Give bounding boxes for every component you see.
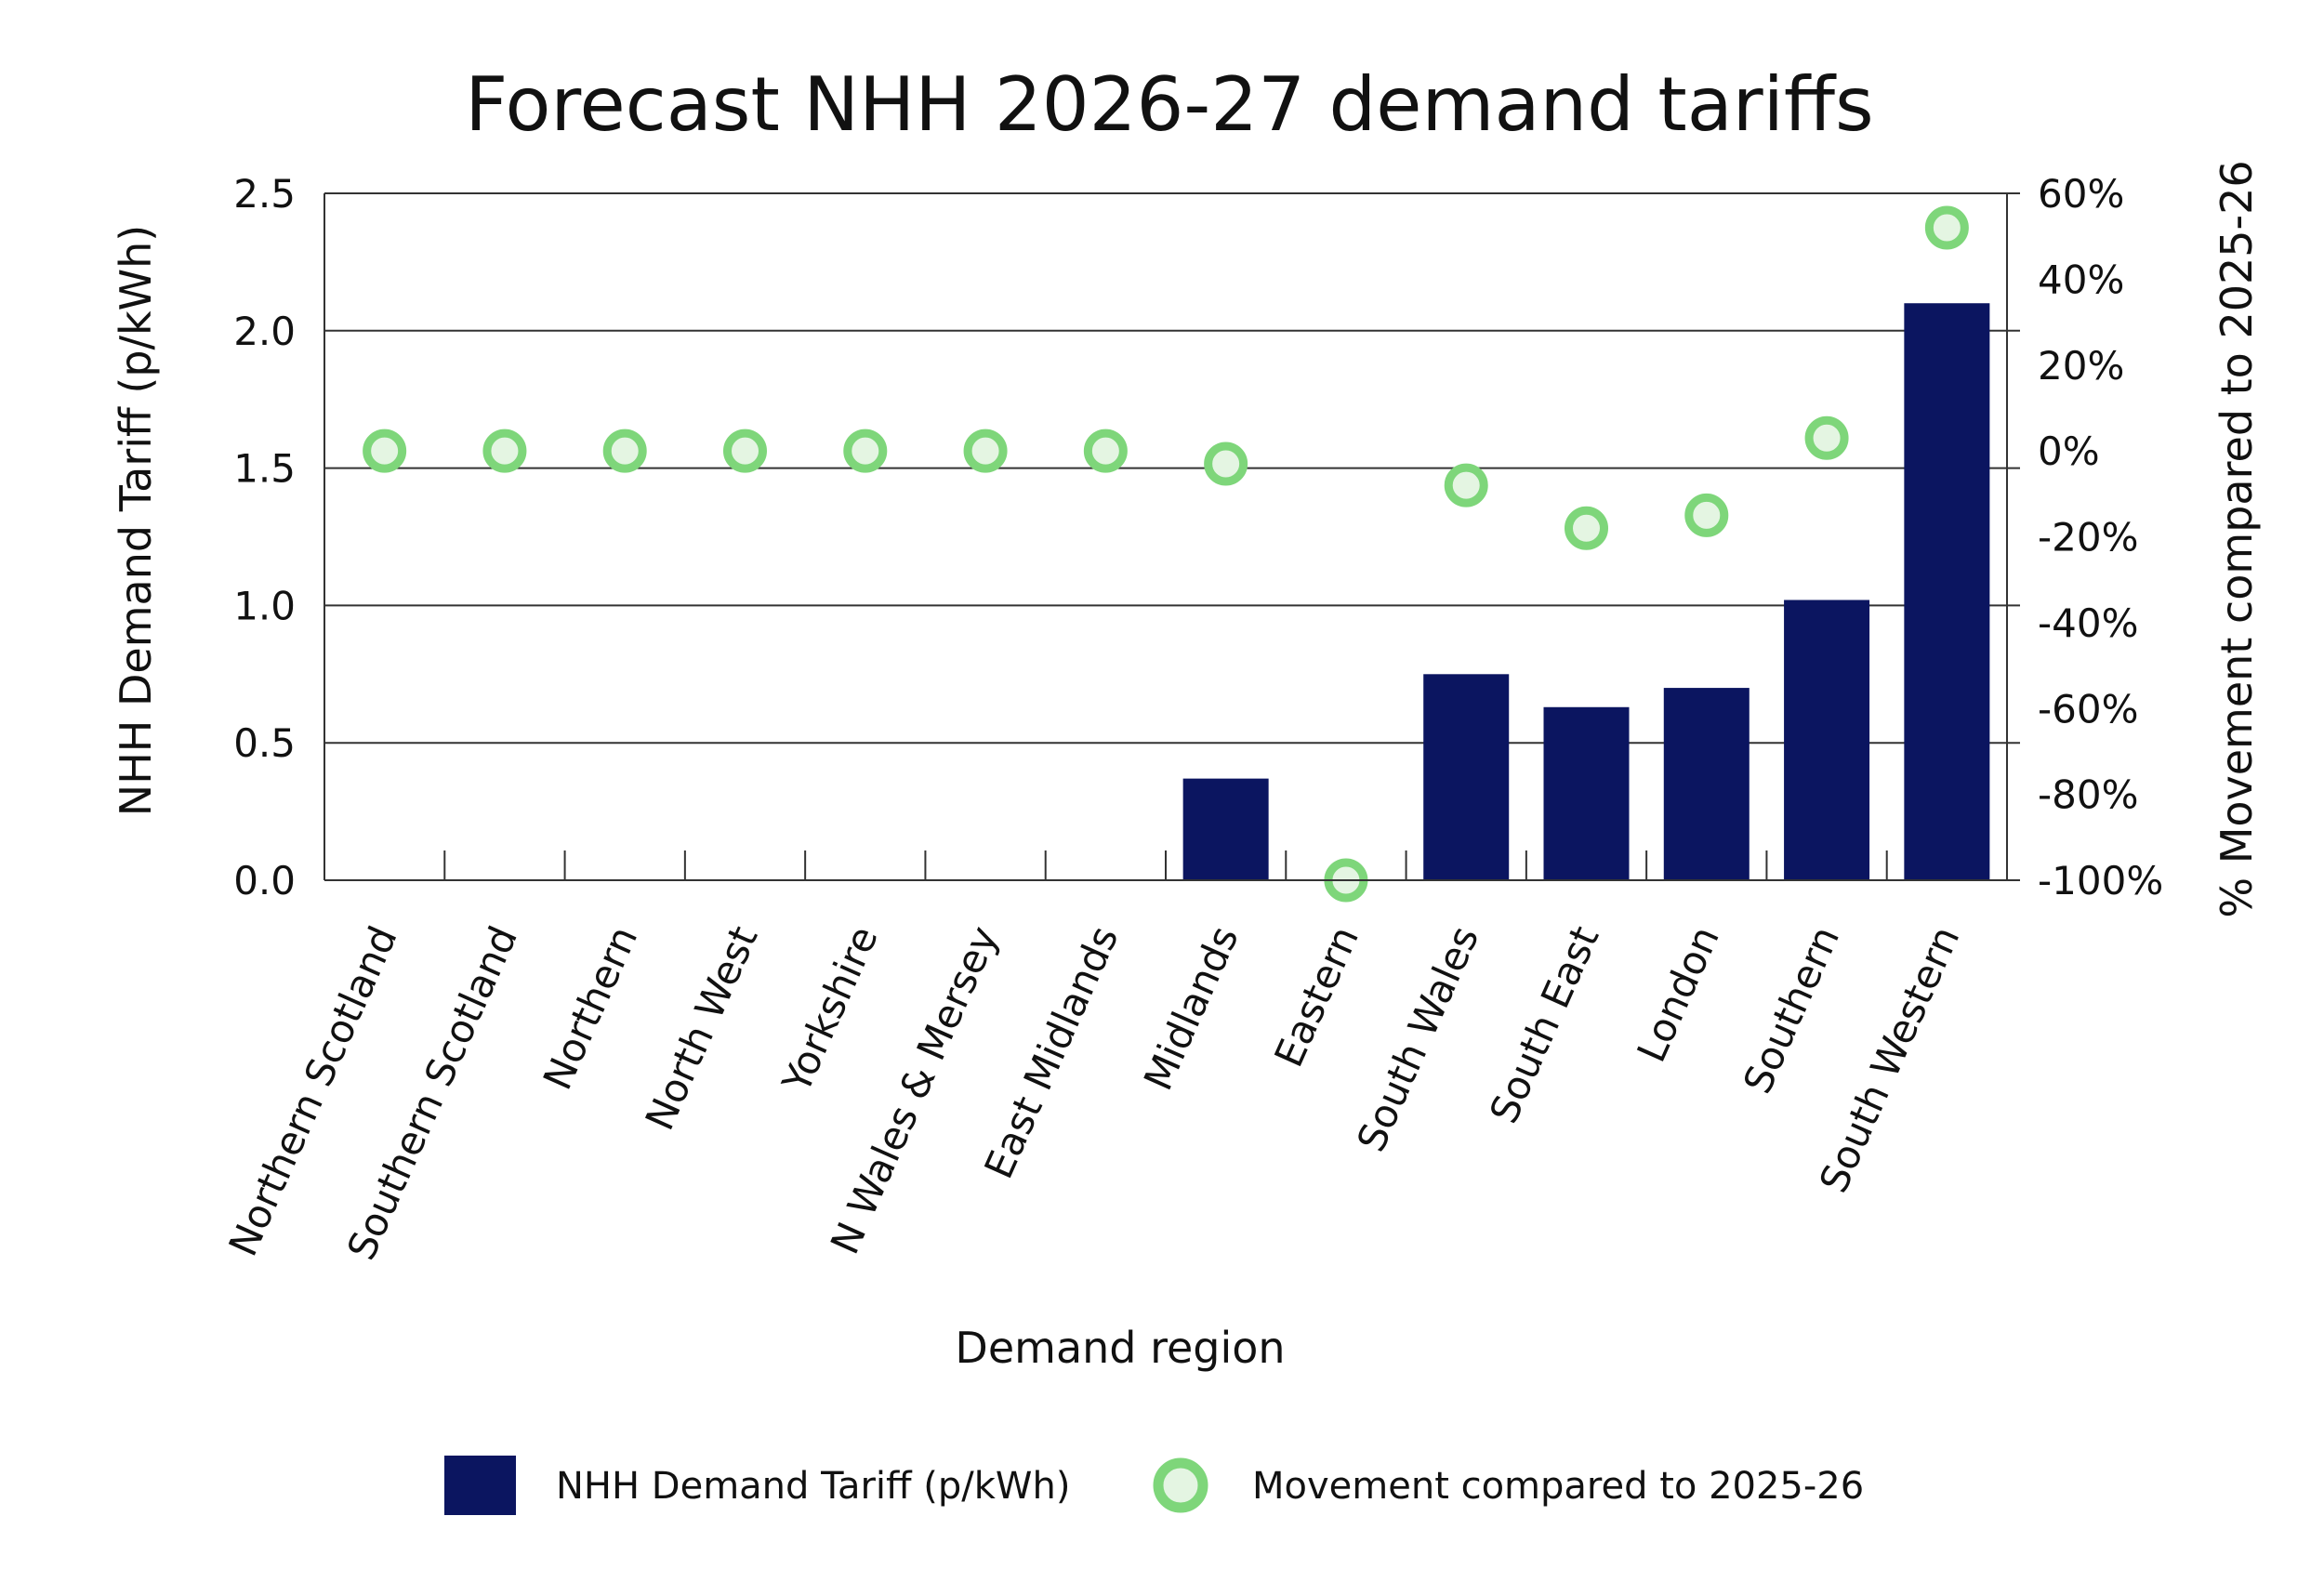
y2-tick-label: 0% [2038,428,2100,474]
legend-bar-swatch [444,1456,516,1515]
x-tick-label: North West [637,919,767,1137]
bar [1423,674,1510,880]
point [1684,493,1729,537]
y2-axis-title: % Movement compared to 2025-26 [2212,160,2262,917]
point [843,428,888,473]
legend-point-swatch [1153,1457,1208,1513]
point [1204,442,1248,486]
y2-tick-label: 40% [2038,257,2124,302]
bar [1784,600,1870,880]
bar [1543,706,1630,880]
y2-tick-label: -100% [2038,858,2163,903]
bar [1904,303,1990,880]
x-tick-label: Midlands [1135,919,1248,1097]
x-tick-label: Northern [535,919,647,1096]
y-tick-label: 1.0 [233,583,296,628]
y2-tick-label: -40% [2038,600,2139,646]
legend-bar-label: NHH Demand Tariff (p/kWh) [556,1465,1070,1508]
x-tick-label: Yorkshire [773,919,887,1100]
y2-tick-label: 20% [2038,343,2124,389]
y-tick-label: 0.0 [233,858,296,903]
chart-title: Forecast NHH 2026-27 demand tariffs [465,61,1873,148]
x-tick-label: Southern [1735,919,1848,1100]
legend-point-label: Movement compared to 2025-26 [1252,1465,1864,1508]
x-tick-label: London [1629,919,1728,1069]
bar [1182,778,1269,880]
x-tick-label: South East [1481,919,1608,1129]
point [1565,506,1608,550]
x-tick-label: South Wales [1348,919,1487,1158]
axes: 0.0 0.5 1.0 1.5 2.0 2.5 -100% -80% -60% -40% -20% 0… [219,171,2163,1267]
gridlines [324,192,2020,881]
point [723,428,767,473]
y-tick-label: 1.5 [233,446,296,492]
point [1804,415,1849,460]
bar [1663,688,1750,880]
legend: NHH Demand Tariff (p/kWh) Movement compa… [444,1456,1864,1515]
point [363,428,407,473]
bars [1182,303,1990,880]
y-tick-label: 0.5 [233,720,296,766]
point [1444,463,1488,508]
x-axis-title: Demand region [955,1323,1285,1373]
point [482,428,527,473]
points [363,205,1969,903]
x-tick-label: Eastern [1265,919,1367,1074]
y2-tick-label: 60% [2038,171,2124,217]
x-tick-label: East Midlands [975,919,1127,1185]
point [1924,205,1969,250]
point [1083,428,1128,473]
y-tick-label: 2.0 [233,309,296,354]
point [963,428,1008,473]
point [602,428,647,473]
y2-tick-label: -60% [2038,686,2139,732]
y2-tick-label: -20% [2038,515,2139,560]
y-tick-label: 2.5 [233,171,296,217]
y-axis-title: NHH Demand Tariff (p/kWh) [111,225,161,816]
y2-tick-label: -80% [2038,772,2139,818]
